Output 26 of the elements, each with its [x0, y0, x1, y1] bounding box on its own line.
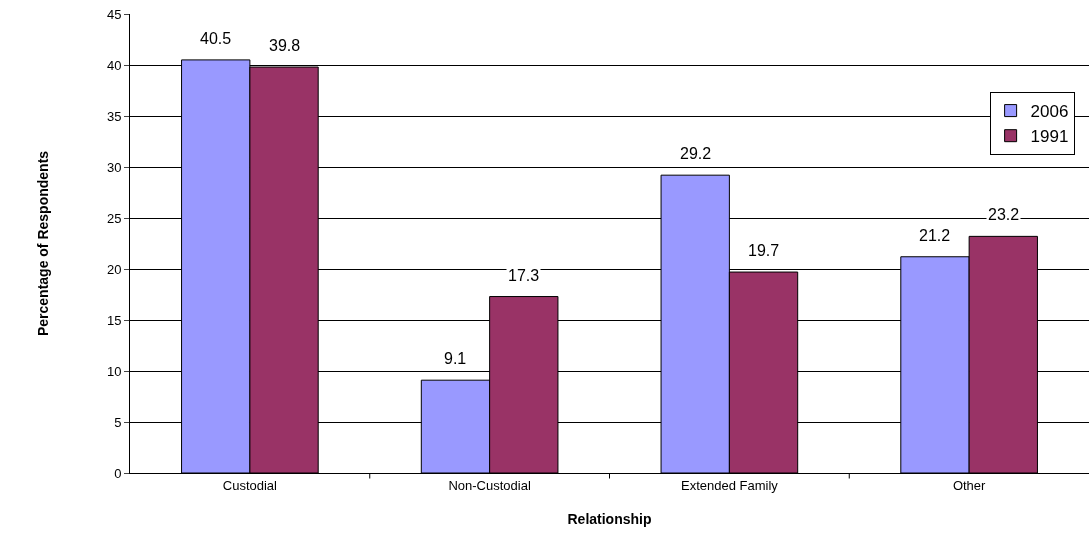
y-axis-title: Percentage of Respondents	[34, 150, 51, 337]
y-tick-label: 40	[106, 57, 122, 73]
y-tick-label: 15	[106, 312, 122, 328]
data-label: 29.2	[680, 145, 712, 162]
data-label: 40.5	[200, 30, 232, 47]
y-tick-label: 45	[106, 6, 122, 22]
x-tick-label: Custodial	[222, 477, 278, 493]
y-tick-label: 10	[106, 363, 122, 379]
legend-label: 2006	[1030, 102, 1069, 122]
data-label: 39.8	[269, 37, 301, 54]
x-tick-label: Non-Custodial	[448, 477, 531, 493]
y-tick-label: 35	[106, 108, 122, 124]
y-tick-label: 0	[114, 465, 122, 481]
x-tick-label: Extended Family	[680, 477, 779, 493]
data-label: 9.1	[444, 350, 467, 367]
x-tick-label: Other	[952, 477, 987, 493]
data-label: 19.7	[748, 242, 780, 259]
y-tick-label: 5	[114, 414, 122, 430]
data-label: 21.2	[919, 227, 951, 244]
y-tick-label: 30	[106, 159, 122, 175]
x-axis-title: Relationship	[567, 510, 652, 527]
data-label: 23.2	[988, 206, 1020, 223]
data-label: 17.3	[508, 267, 540, 284]
y-tick-label: 20	[106, 261, 122, 277]
y-tick-label: 25	[106, 210, 122, 226]
legend-label: 1991	[1030, 127, 1069, 147]
